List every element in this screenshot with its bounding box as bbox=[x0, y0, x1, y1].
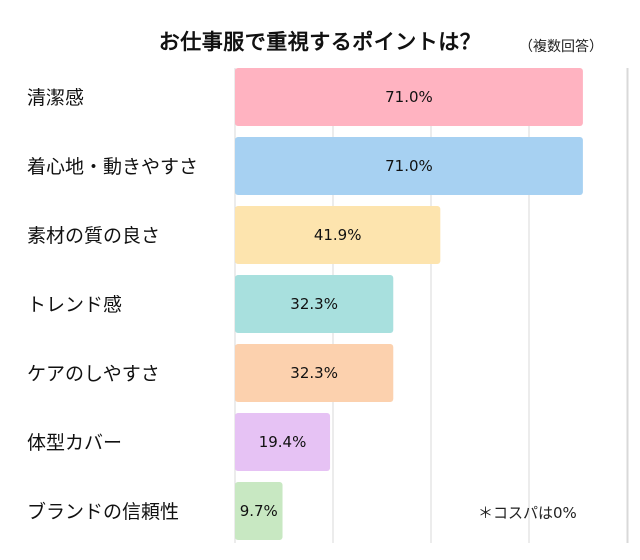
data-label: 71.0% bbox=[385, 88, 433, 106]
category-label: 素材の質の良さ bbox=[27, 225, 160, 247]
multiple-answer-note: （複数回答） bbox=[519, 39, 603, 55]
bar bbox=[235, 275, 394, 333]
bar bbox=[235, 137, 583, 195]
category-label: 清潔感 bbox=[27, 87, 84, 109]
chart-title: お仕事服で重視するポイントは？ bbox=[158, 30, 482, 54]
data-label: 19.4% bbox=[259, 433, 307, 451]
category-label: 着心地・動きやすさ bbox=[27, 156, 198, 178]
data-label: 71.0% bbox=[385, 157, 433, 175]
bar bbox=[235, 413, 331, 471]
category-label: 体型カバー bbox=[27, 432, 122, 454]
data-label: 32.3% bbox=[290, 295, 338, 313]
data-label: 9.7% bbox=[240, 502, 278, 520]
bar bbox=[235, 344, 394, 402]
category-label: ケアのしやすさ bbox=[27, 363, 160, 385]
bar bbox=[235, 206, 441, 264]
bar bbox=[235, 482, 283, 540]
category-label: ブランドの信頼性 bbox=[27, 500, 179, 523]
data-label: 41.9% bbox=[314, 226, 362, 244]
bar bbox=[235, 68, 583, 126]
data-label: 32.3% bbox=[290, 364, 338, 382]
category-label: トレンド感 bbox=[27, 294, 122, 316]
cost-performance-footnote: ＊コスパは0% bbox=[478, 504, 577, 522]
